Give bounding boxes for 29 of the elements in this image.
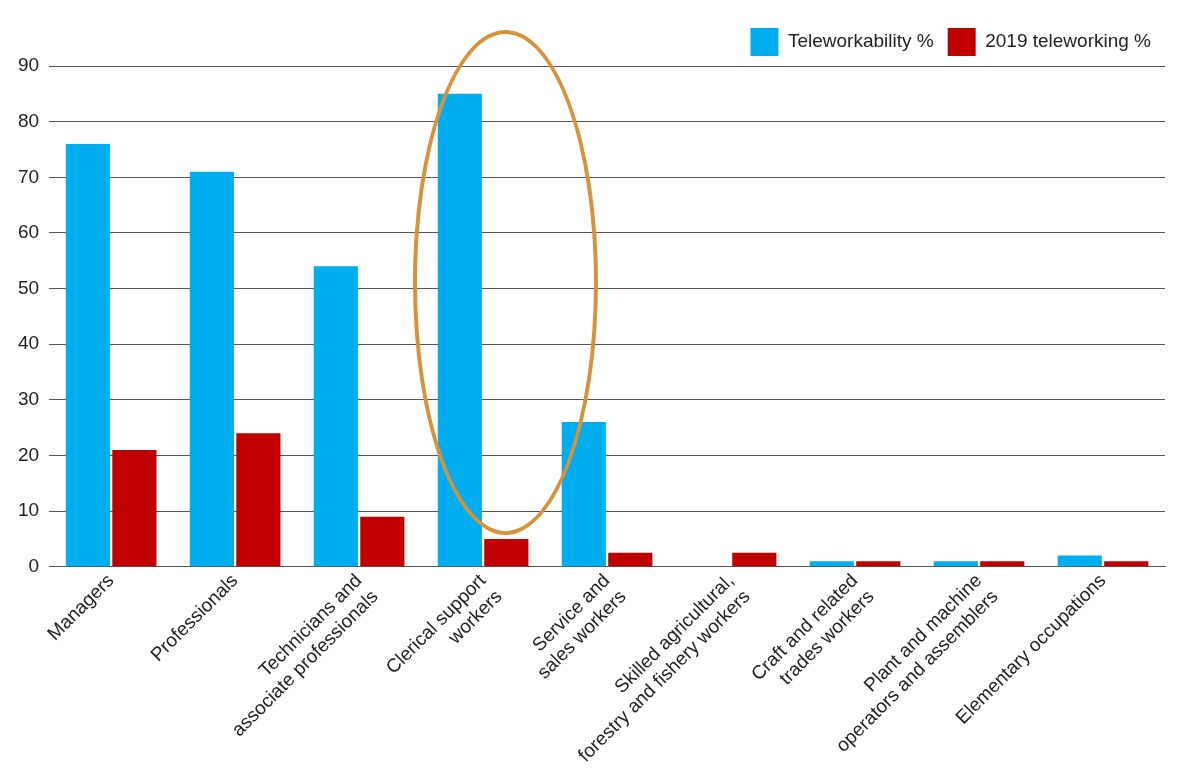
bar: [189, 171, 234, 567]
y-tick-label: 10: [17, 499, 40, 521]
y-tick-label: 50: [17, 276, 40, 298]
legend-label: Teleworkability %: [787, 30, 934, 52]
bar: [1104, 561, 1149, 567]
bar: [65, 143, 110, 567]
y-tick-label: 20: [17, 443, 40, 465]
bar: [360, 516, 405, 567]
y-tick-label: 80: [17, 109, 40, 131]
bar: [1057, 555, 1102, 567]
bar: [561, 422, 606, 567]
y-tick-label: 90: [17, 54, 40, 76]
bar: [980, 561, 1025, 567]
y-tick-label: 70: [17, 165, 40, 187]
bar: [933, 561, 978, 567]
bar: [732, 552, 777, 567]
bar: [437, 93, 482, 567]
bar: [236, 433, 281, 567]
bar: [112, 449, 157, 567]
bar: [856, 561, 901, 567]
bar: [484, 538, 529, 567]
bar: [608, 552, 653, 567]
y-tick-label: 40: [17, 332, 40, 354]
bar: [313, 266, 358, 567]
y-tick-label: 0: [28, 554, 40, 576]
y-tick-label: 60: [17, 221, 40, 243]
legend-label: 2019 teleworking %: [985, 30, 1152, 52]
y-tick-label: 30: [17, 388, 40, 410]
bar: [809, 561, 854, 567]
